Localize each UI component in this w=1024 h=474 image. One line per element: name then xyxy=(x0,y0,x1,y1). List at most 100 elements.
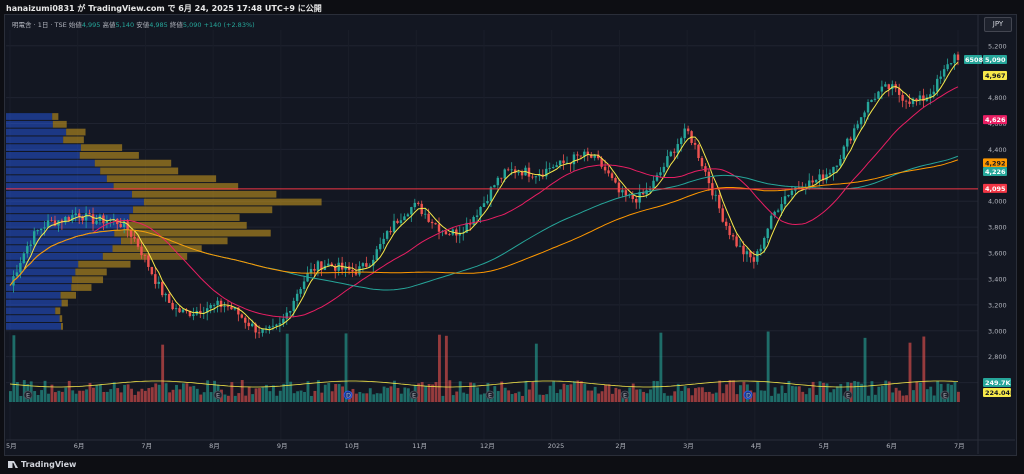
candle-body xyxy=(939,76,942,79)
candle-body xyxy=(361,263,365,267)
candle-body xyxy=(423,213,427,215)
candle-body xyxy=(358,266,361,275)
volume-profile-up-bar xyxy=(6,268,76,276)
volume-bar xyxy=(15,382,19,402)
y-tick-label: 3,000 xyxy=(988,327,1007,335)
volume-bar xyxy=(78,390,82,402)
candle-body xyxy=(614,178,617,183)
candle-body xyxy=(811,180,814,183)
volume-bar xyxy=(884,380,888,402)
volume-profile-up-bar xyxy=(6,206,134,214)
volume-bar xyxy=(808,388,812,402)
grid-lines xyxy=(6,30,978,440)
volume-bar xyxy=(330,391,334,402)
volume-bar xyxy=(873,394,877,402)
volume-bar xyxy=(399,393,403,402)
symbol-badge xyxy=(964,55,982,65)
volume-badge xyxy=(983,378,1011,387)
volume-bar xyxy=(147,388,151,402)
y-tick-label: 2,800 xyxy=(988,353,1007,361)
volume-bar xyxy=(683,386,687,402)
volume-bar xyxy=(64,387,68,402)
volume-bar xyxy=(43,380,47,402)
volume-bar xyxy=(455,391,459,402)
volume-profile-up-bar xyxy=(6,183,114,190)
candle-body xyxy=(230,306,233,310)
event-marker-label: E xyxy=(488,391,492,399)
volume-bar xyxy=(175,384,178,402)
volume-bar xyxy=(953,381,957,402)
volume-bar xyxy=(361,393,365,402)
volume-bar xyxy=(88,382,92,402)
candle-body xyxy=(728,225,731,236)
ma-mid-line xyxy=(9,86,959,318)
volume-bar xyxy=(368,388,372,402)
volume-bar xyxy=(417,383,421,402)
candle-body xyxy=(264,328,268,330)
y-tick-label: 3,200 xyxy=(988,301,1007,309)
volume-bar xyxy=(57,390,61,402)
open-value: 4,995 xyxy=(81,21,101,29)
volume-bar xyxy=(126,384,130,402)
volume-bar xyxy=(915,381,919,402)
x-tick-label: 2025 xyxy=(548,442,565,450)
candle-body xyxy=(71,215,74,222)
volume-bar xyxy=(742,381,746,402)
candle-body xyxy=(735,236,738,247)
x-tick-label: 4月 xyxy=(751,442,762,450)
volume-bar xyxy=(552,381,556,402)
volume-bar xyxy=(327,382,331,402)
volume-bar xyxy=(631,383,635,402)
volume-bar xyxy=(427,383,431,402)
candle-body xyxy=(167,293,171,303)
volume-bar xyxy=(932,395,936,402)
volume-bar xyxy=(237,393,241,402)
volume-bar xyxy=(500,381,504,402)
volume-bar xyxy=(614,387,618,402)
volume-bar xyxy=(787,380,791,402)
price-badge xyxy=(983,158,1007,168)
tradingview-logo[interactable]: TradingView xyxy=(8,460,76,469)
candle-body xyxy=(354,271,358,275)
volume-bar xyxy=(119,392,123,402)
volume-bar xyxy=(707,391,711,402)
volume-profile-up-bar xyxy=(6,198,144,206)
footer: TradingView xyxy=(0,456,1024,474)
candle-body xyxy=(164,293,167,296)
candle-body xyxy=(631,194,634,200)
volume-bar xyxy=(604,384,607,402)
candle-body xyxy=(610,173,614,179)
candle-body xyxy=(635,199,638,203)
candle-body xyxy=(278,323,282,325)
volume-bar xyxy=(292,393,296,402)
volume-bar xyxy=(448,380,452,402)
candle-body xyxy=(596,154,600,159)
candle-body xyxy=(551,167,555,169)
candle-body xyxy=(946,64,949,70)
candle-body xyxy=(250,323,254,327)
volume-bar xyxy=(936,381,940,402)
candle-body xyxy=(372,259,375,266)
open-label: 始値 xyxy=(68,21,82,29)
candle-body xyxy=(849,138,852,141)
candle-body xyxy=(29,244,32,247)
candle-body xyxy=(922,95,925,101)
dividend-marker xyxy=(343,390,353,400)
candle-body xyxy=(489,187,493,201)
volume-bar xyxy=(676,383,680,402)
currency-button[interactable]: JPY xyxy=(984,17,1012,32)
volume-bar xyxy=(541,394,545,402)
candle-body xyxy=(212,305,216,306)
candle-body xyxy=(493,185,496,188)
volume-bar xyxy=(728,380,732,402)
candle-body xyxy=(828,172,832,175)
volume-bar xyxy=(209,392,213,402)
volume-bar xyxy=(306,381,310,402)
candle-body xyxy=(887,84,891,90)
volume-bar xyxy=(732,380,735,402)
volume-bar xyxy=(756,382,760,402)
candle-body xyxy=(337,262,340,271)
volume-bar xyxy=(458,381,462,402)
volume-bar xyxy=(275,395,279,402)
volume-bar xyxy=(199,394,203,402)
